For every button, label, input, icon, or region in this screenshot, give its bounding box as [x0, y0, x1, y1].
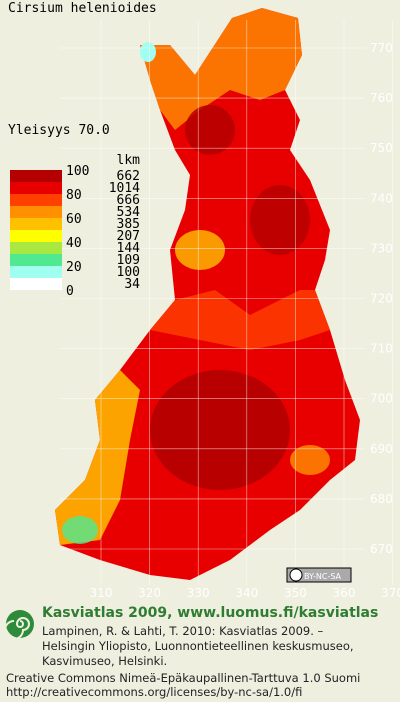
legend-swatch: [10, 242, 62, 254]
northing-label: 710: [370, 342, 393, 356]
northing-label: 700: [370, 392, 393, 406]
northing-label: 730: [370, 241, 393, 255]
legend-scale: 0: [66, 284, 74, 299]
north-orange: [140, 8, 302, 130]
license-url: http://creativecommons.org/licenses/by-n…: [6, 685, 302, 699]
license-line: Creative Commons Nimeä-Epäkaupallinen-Ta…: [6, 671, 360, 685]
easting-label: 340: [235, 586, 258, 600]
cc-icon: [289, 568, 303, 582]
badge-text: BY-NC-SA: [304, 572, 342, 581]
citation-line: Lampinen, R. & Lahti, T. 2010: Kasviatla…: [42, 624, 324, 638]
logo-disc: [6, 610, 34, 638]
lake-orange: [290, 445, 330, 475]
northing-label: 720: [370, 292, 393, 306]
citation-line: Helsingin Yliopisto, Luonnontieteellinen…: [42, 639, 354, 653]
logo-spiral: [4, 617, 30, 640]
legend-swatch: [10, 266, 62, 278]
northing-label: 750: [370, 141, 393, 155]
legend-scale: 80: [66, 188, 82, 203]
legend-swatch: [10, 218, 62, 230]
core-dark: [185, 105, 235, 155]
legend-count: 207: [117, 229, 140, 244]
easting-label: 310: [90, 586, 113, 600]
legend-swatch: [10, 254, 62, 266]
title: Cirsium helenioides: [8, 1, 157, 16]
citation-line: Kasvimuseo, Helsinki.: [42, 654, 167, 668]
legend-swatch: [10, 230, 62, 242]
core-dark: [150, 370, 290, 490]
core-dark: [250, 185, 310, 255]
legend-count: 534: [117, 205, 141, 220]
legend-count: 385: [117, 217, 140, 232]
legend: 6621014666534385207144109100341008060402…: [10, 164, 140, 299]
easting-label: 370: [381, 586, 400, 600]
easting-label: 360: [333, 586, 356, 600]
legend-scale: 60: [66, 212, 82, 227]
frequency: Yleisyys 70.0: [8, 123, 110, 138]
lake-yellow: [175, 230, 225, 270]
legend-count: 666: [117, 193, 140, 208]
easting-label: 330: [187, 586, 210, 600]
map: [55, 8, 360, 580]
legend-count: 144: [117, 241, 141, 256]
logo: [4, 610, 34, 640]
legend-swatch: [10, 182, 62, 194]
northing-label: 670: [370, 542, 393, 556]
easting-label: 320: [138, 586, 161, 600]
legend-swatch: [10, 206, 62, 218]
legend-count: 109: [117, 253, 140, 268]
legend-count: 100: [117, 265, 140, 280]
northing-label: 680: [370, 492, 393, 506]
edge-orange: [150, 290, 330, 350]
badge-box: [286, 567, 352, 583]
legend-swatch: [10, 278, 62, 290]
grid: 770 760 750 740 730 720 710 700 690 680 670 310 320 3…: [60, 20, 400, 600]
footer-heading: Kasviatlas 2009, www.luomus.fi/kasviatla…: [42, 605, 378, 621]
legend-scale: 40: [66, 236, 82, 251]
legend-swatch: [10, 170, 62, 182]
northing-label: 760: [370, 91, 393, 105]
northing-label: 690: [370, 442, 393, 456]
cc-badge: BY-NC-SA: [286, 567, 352, 583]
legend-header: lkm: [117, 153, 141, 168]
easting-label: 350: [284, 586, 307, 600]
legend-swatch: [10, 194, 62, 206]
legend-count: 662: [117, 169, 140, 184]
coast-cyan: [140, 42, 156, 62]
west-yellow: [55, 370, 140, 545]
legend-count: 34: [124, 277, 140, 292]
legend-count: 1014: [109, 181, 140, 196]
legend-scale: 20: [66, 260, 82, 275]
northing-label: 770: [370, 41, 393, 55]
legend-scale: 100: [66, 164, 89, 179]
northing-label: 740: [370, 191, 393, 205]
coast-green: [62, 516, 98, 544]
